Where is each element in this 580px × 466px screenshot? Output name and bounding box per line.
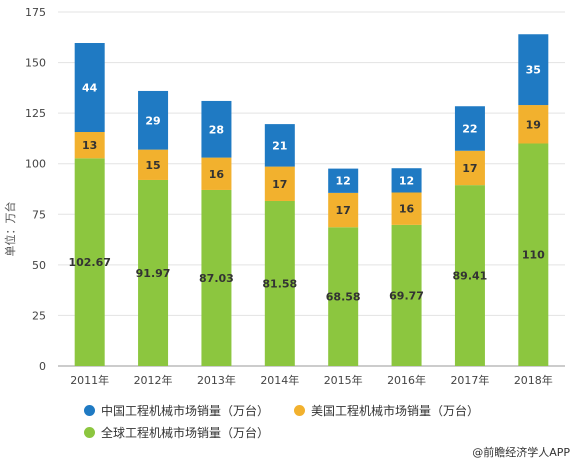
data-label: 17: [272, 178, 287, 191]
y-tick-label: 75: [32, 208, 46, 221]
bar-segment: [74, 43, 105, 133]
y-tick-label: 100: [25, 158, 46, 171]
x-tick-label: 2017年: [450, 373, 489, 387]
bar-segment: [391, 168, 422, 193]
data-label: 68.58: [326, 291, 361, 304]
data-label: 17: [336, 204, 351, 217]
data-label: 89.41: [453, 270, 488, 283]
legend-label-global: 全球工程机械市场销量（万台）: [101, 426, 270, 440]
legend-label-us: 美国工程机械市场销量（万台）: [311, 404, 480, 418]
data-label: 35: [526, 64, 541, 77]
bar-segment: [454, 106, 485, 151]
bar-segment: [74, 132, 105, 159]
data-label: 17: [462, 162, 477, 175]
bar-segment: [518, 143, 549, 366]
bar-segment: [328, 192, 359, 228]
y-tick-label: 125: [25, 107, 46, 120]
x-tick-label: 2018年: [514, 373, 553, 387]
x-tick-label: 2013年: [197, 373, 236, 387]
bar-segment: [328, 168, 359, 193]
gridlines: [58, 11, 565, 367]
bar-segment: [454, 185, 485, 366]
bar-segment: [138, 149, 169, 180]
stacked-bar-chart: 102.67 13 44 91.97 15 29 87.03 16 28 81.58 17 21 68.…: [3, 6, 565, 387]
data-label: 19: [526, 118, 541, 131]
bar-segment: [264, 166, 295, 201]
bar-segment: [264, 200, 295, 366]
data-label: 29: [145, 114, 160, 127]
axis-ticks: 0 25 50 75 100 125 150 175 2011年 2012年 2013年 2014年 2…: [25, 6, 553, 387]
data-label: 13: [82, 139, 97, 152]
data-label: 69.77: [389, 289, 424, 302]
source-credit: @前瞻经济学人APP: [472, 446, 570, 459]
y-tick-label: 175: [25, 6, 46, 19]
bars: 102.67 13 44 91.97 15 29 87.03 16 28 81.58 17 21 68.…: [68, 34, 549, 366]
bar-segment: [201, 100, 232, 158]
y-tick-label: 25: [32, 309, 46, 322]
legend-item-global: 全球工程机械市场销量（万台）: [84, 424, 269, 441]
y-tick-label: 0: [39, 360, 46, 373]
data-label: 102.67: [68, 256, 110, 269]
data-label: 81.58: [262, 277, 297, 290]
legend-label-china: 中国工程机械市场销量（万台）: [101, 404, 270, 418]
legend-dot-china: [84, 405, 95, 416]
y-axis-label: 单位：万台: [3, 202, 17, 257]
x-tick-label: 2014年: [260, 373, 299, 387]
bar-segment: [264, 124, 295, 167]
bar-segment: [201, 157, 232, 190]
x-tick-label: 2012年: [134, 373, 173, 387]
legend-dot-us: [294, 405, 305, 416]
x-tick-label: 2016年: [387, 373, 426, 387]
data-label: 15: [145, 159, 160, 172]
bar-segment: [201, 189, 232, 366]
data-label: 91.97: [136, 267, 171, 280]
bar-segment: [391, 192, 422, 225]
x-tick-label: 2011年: [70, 373, 109, 387]
data-label: 16: [209, 168, 225, 181]
bar-segment: [518, 105, 549, 144]
x-tick-label: 2015年: [324, 373, 363, 387]
data-label: 22: [462, 122, 477, 135]
bar-segment: [74, 158, 105, 366]
data-label: 28: [209, 123, 224, 136]
data-label: 44: [82, 82, 98, 95]
bar-segment: [138, 179, 169, 366]
data-label: 16: [399, 203, 415, 216]
legend-dot-global: [84, 427, 95, 438]
bar-segment: [518, 34, 549, 106]
bar-segment: [328, 227, 359, 366]
y-tick-label: 50: [32, 259, 46, 272]
legend-item-china: 中国工程机械市场销量（万台）: [84, 402, 269, 419]
data-label: 110: [522, 249, 545, 262]
data-label: 21: [272, 139, 287, 152]
legend-item-us: 美国工程机械市场销量（万台）: [294, 402, 479, 419]
data-label: 12: [399, 174, 414, 187]
data-label: 12: [336, 175, 351, 188]
bar-segment: [454, 150, 485, 186]
bar-segment: [391, 224, 422, 366]
data-label: 87.03: [199, 272, 234, 285]
bar-segment: [138, 90, 169, 150]
y-tick-label: 150: [25, 57, 46, 70]
